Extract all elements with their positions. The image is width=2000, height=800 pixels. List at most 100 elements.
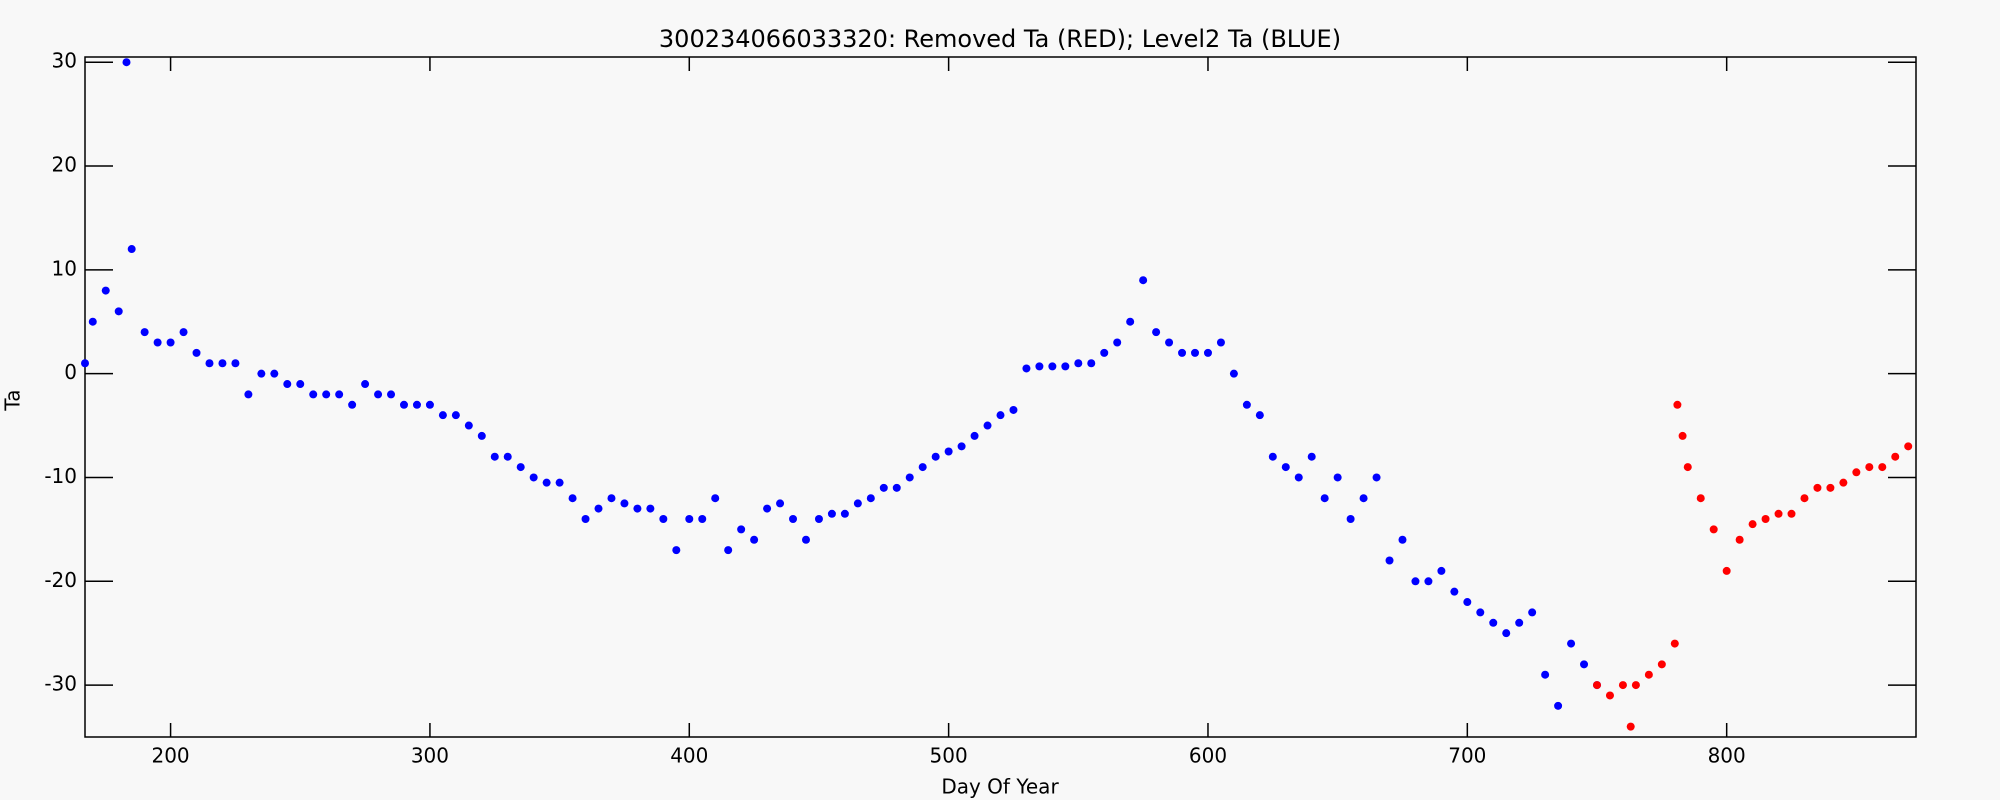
data-point <box>179 328 188 337</box>
data-point <box>594 504 603 513</box>
data-point <box>840 509 849 518</box>
data-point <box>633 504 642 513</box>
data-point <box>361 380 370 389</box>
data-point <box>1398 535 1407 544</box>
data-point <box>659 514 668 523</box>
data-point <box>451 411 460 420</box>
data-point <box>438 411 447 420</box>
data-point <box>1359 494 1368 503</box>
data-point <box>957 442 966 451</box>
data-point <box>672 546 681 555</box>
data-point <box>1605 691 1614 700</box>
data-point <box>1320 494 1329 503</box>
x-tick-label: 800 <box>1708 744 1746 768</box>
data-point <box>607 494 616 503</box>
data-point <box>1735 535 1744 544</box>
data-point <box>1035 362 1044 371</box>
data-point <box>348 400 357 409</box>
data-point <box>529 473 538 482</box>
data-point <box>944 447 953 456</box>
data-point <box>1191 348 1200 357</box>
data-point <box>918 463 927 472</box>
data-point <box>685 514 694 523</box>
data-point <box>801 535 810 544</box>
data-point <box>1502 629 1511 638</box>
data-point <box>1541 670 1550 679</box>
data-point <box>114 307 123 316</box>
data-point <box>1450 587 1459 596</box>
data-point <box>776 499 785 508</box>
data-point <box>374 390 383 399</box>
data-point <box>1722 566 1731 575</box>
data-point <box>153 338 162 347</box>
data-point <box>763 504 772 513</box>
data-point <box>789 514 798 523</box>
data-point <box>1152 328 1161 337</box>
data-point <box>1839 478 1848 487</box>
data-point <box>892 483 901 492</box>
data-point <box>1800 494 1809 503</box>
data-point <box>1385 556 1394 565</box>
data-point <box>503 452 512 461</box>
data-point <box>101 286 110 295</box>
data-point <box>205 359 214 368</box>
data-point <box>1657 660 1666 669</box>
data-point <box>1515 618 1524 627</box>
x-tick-label: 600 <box>1189 744 1227 768</box>
data-point <box>296 380 305 389</box>
y-axis-label: Ta <box>1 389 25 411</box>
x-tick-label: 500 <box>930 744 968 768</box>
x-tick-label: 200 <box>151 744 189 768</box>
data-point <box>542 478 551 487</box>
data-point <box>244 390 253 399</box>
y-tick-label: -10 <box>44 464 77 488</box>
plot-frame <box>84 56 1917 738</box>
data-point <box>140 328 149 337</box>
data-point <box>1683 463 1692 472</box>
data-point <box>879 483 888 492</box>
data-point <box>1528 608 1537 617</box>
data-point <box>568 494 577 503</box>
data-point <box>399 400 408 409</box>
data-point <box>711 494 720 503</box>
data-point <box>620 499 629 508</box>
data-point <box>1670 639 1679 648</box>
data-point <box>88 317 97 326</box>
y-tick-label: -30 <box>44 672 77 696</box>
data-point <box>1074 359 1083 368</box>
x-tick-label: 300 <box>411 744 449 768</box>
y-tick-label: 30 <box>52 49 77 73</box>
data-point <box>814 514 823 523</box>
data-point <box>127 245 136 254</box>
data-point <box>270 369 279 378</box>
data-point <box>166 338 175 347</box>
data-point <box>322 390 331 399</box>
data-point <box>1139 276 1148 285</box>
data-point <box>1748 520 1757 529</box>
data-point <box>555 478 564 487</box>
data-point <box>646 504 655 513</box>
data-point <box>983 421 992 430</box>
data-point <box>853 499 862 508</box>
data-point <box>412 400 421 409</box>
data-point <box>218 359 227 368</box>
data-point <box>1294 473 1303 482</box>
data-point <box>1813 483 1822 492</box>
y-tick-label: -20 <box>44 568 77 592</box>
data-point <box>1203 348 1212 357</box>
data-point <box>1696 494 1705 503</box>
data-point <box>1678 431 1687 440</box>
data-point <box>1229 369 1238 378</box>
data-point <box>283 380 292 389</box>
data-point <box>1178 348 1187 357</box>
y-tick-label: 10 <box>52 256 77 280</box>
x-axis-label: Day Of Year <box>941 775 1059 799</box>
data-point <box>231 359 240 368</box>
data-point <box>1891 452 1900 461</box>
data-point <box>1268 452 1277 461</box>
data-point <box>1554 701 1563 710</box>
data-point <box>1476 608 1485 617</box>
data-point <box>1618 681 1627 690</box>
x-tick-label: 700 <box>1448 744 1486 768</box>
data-point <box>1242 400 1251 409</box>
